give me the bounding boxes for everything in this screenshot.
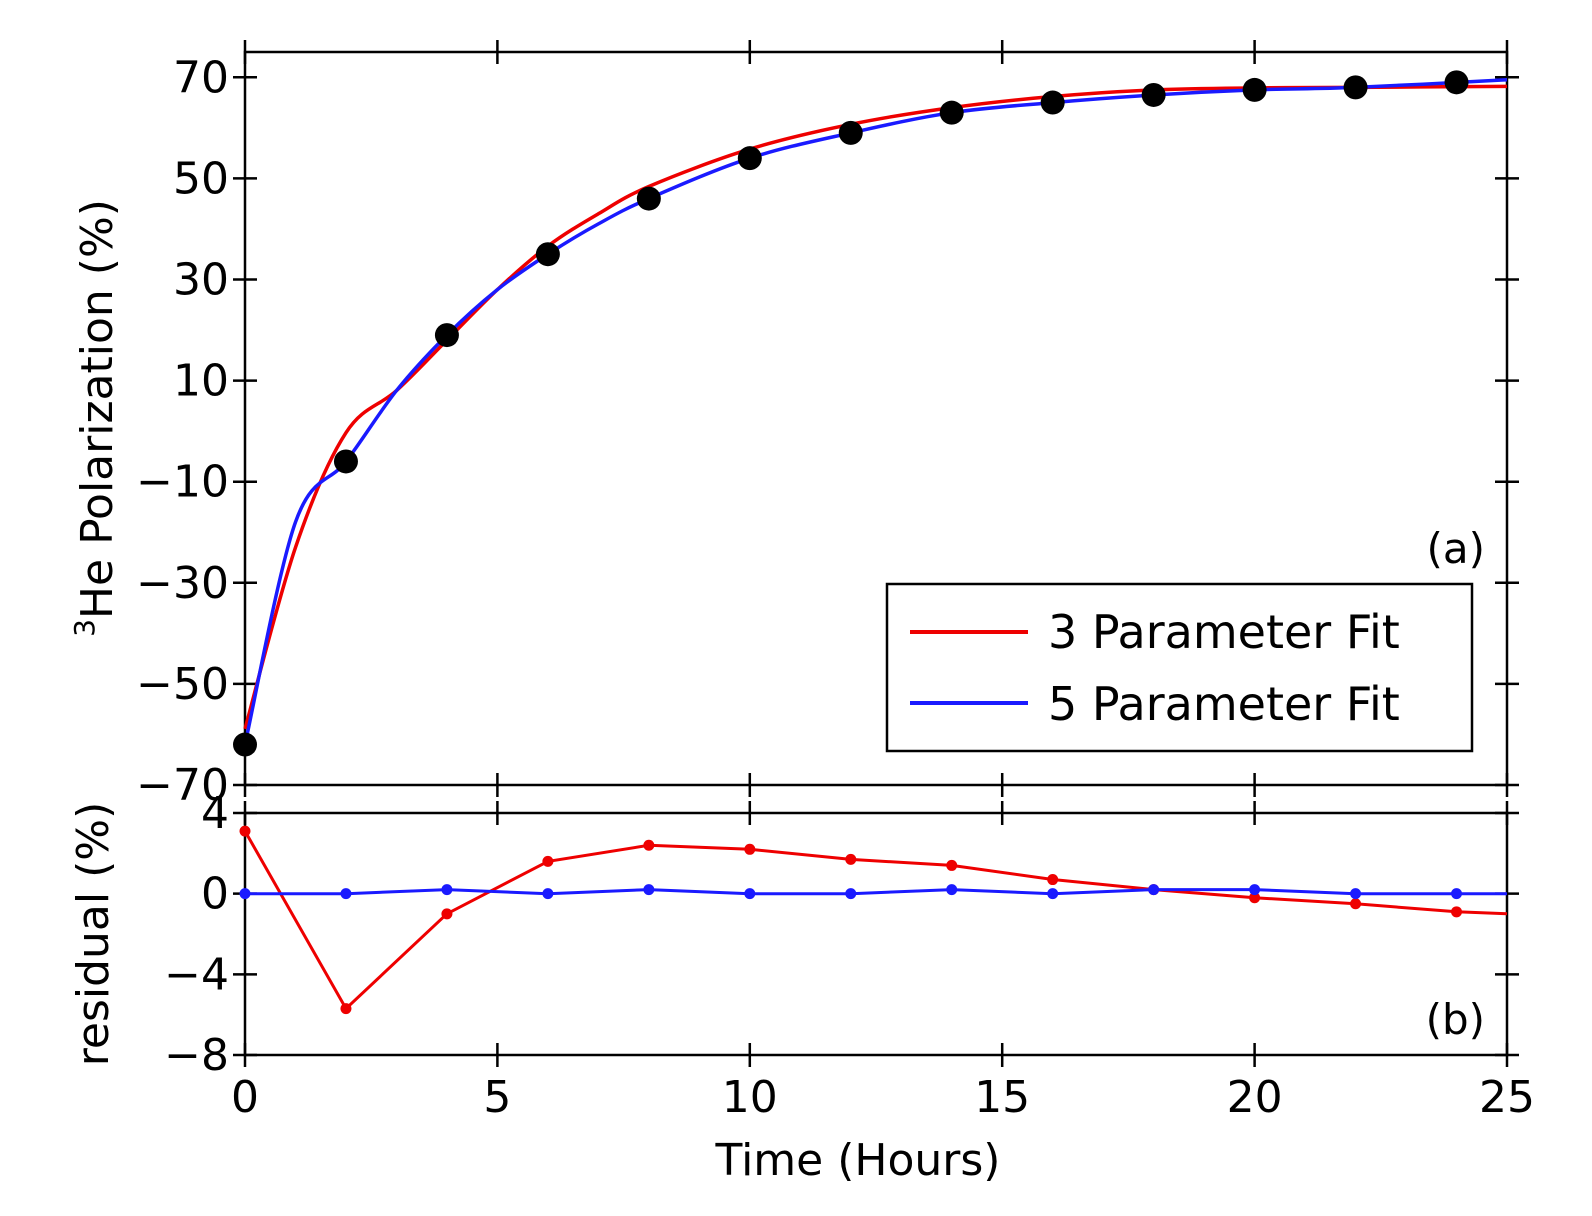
data-point [1444, 70, 1469, 95]
residual-marker [1047, 888, 1059, 900]
y-tick-label: −10 [136, 457, 229, 508]
residual-marker [542, 855, 554, 867]
y-tick-label: −8 [164, 1030, 229, 1081]
y-tick-label: −30 [136, 558, 229, 609]
residual-marker [1148, 884, 1160, 896]
panel-a-series [243, 78, 1508, 745]
panel-b-series [239, 825, 1508, 1015]
y-tick-label: 10 [173, 356, 229, 407]
panel-a-y-ticks: 70 50 30 10 −10 −30 −50 −70 [136, 52, 1519, 811]
y-tick-label: 0 [201, 869, 229, 920]
y-label-superscript: 3 [68, 619, 101, 637]
residual-marker [643, 884, 655, 896]
panel-b-label: (b) [1426, 995, 1485, 1044]
residual-marker [946, 884, 958, 896]
residual-line-5-parameter [245, 888, 1507, 896]
residual-marker [239, 825, 251, 837]
residual-line-3-parameter [243, 830, 1508, 1011]
panel-b-residual: 4 0 −4 −8 0 5 10 15 20 25 (b) residual (%) Time … [68, 788, 1535, 1186]
residual-marker [441, 908, 453, 920]
data-point [1343, 75, 1368, 100]
residual-marker [1451, 888, 1463, 900]
panel-b-frame [243, 811, 1509, 1057]
data-point [1141, 82, 1166, 107]
y-tick-label: −70 [136, 760, 229, 811]
fit-line-5-parameter [243, 78, 1508, 745]
y-tick-label: −50 [136, 659, 229, 710]
residual-marker [946, 859, 958, 871]
x-tick-label: 15 [974, 1072, 1030, 1123]
residual-marker [845, 853, 857, 865]
y-tick-label: 70 [173, 52, 229, 103]
legend: 3 Parameter Fit 5 Parameter Fit [885, 582, 1474, 753]
panel-a-x-ticks [243, 40, 1509, 797]
data-point [233, 732, 257, 757]
panel-a-data-points [233, 70, 1469, 757]
panel-a-polarization: 70 50 30 10 −10 −30 −50 −70 (a) 3 Parameter Fit… [68, 40, 1519, 811]
data-point [333, 449, 358, 474]
residual-marker [1350, 888, 1362, 900]
panel-b-x-ticks: 0 5 10 15 20 25 [231, 801, 1535, 1123]
panel-b-y-ticks: 4 0 −4 −8 [164, 788, 1519, 1081]
residual-marker [1350, 898, 1362, 910]
panel-a-y-axis-label: 3He Polarization (%) [68, 199, 123, 637]
panel-a-frame [243, 50, 1509, 787]
y-tick-label: 4 [201, 788, 229, 839]
residual-marker [441, 884, 453, 896]
x-tick-label: 0 [231, 1072, 259, 1123]
residual-marker [542, 888, 554, 900]
residual-marker [340, 888, 352, 900]
residual-marker [643, 839, 655, 851]
legend-box [885, 582, 1474, 753]
legend-label-5-parameter-fit: 5 Parameter Fit [1048, 677, 1400, 731]
data-point [838, 120, 863, 145]
residual-marker [744, 843, 756, 855]
x-axis-label: Time (Hours) [715, 1135, 1001, 1186]
data-point [636, 186, 661, 211]
residual-marker [1249, 892, 1261, 904]
residual-marker [1451, 906, 1463, 918]
legend-label-3-parameter-fit: 3 Parameter Fit [1048, 605, 1400, 659]
residual-marker [239, 888, 251, 900]
data-point [939, 100, 964, 125]
residual-marker [845, 888, 857, 900]
residual-marker [1047, 874, 1059, 886]
y-tick-label: 50 [173, 153, 229, 204]
data-point [1242, 77, 1267, 102]
panel-a-label: (a) [1426, 524, 1485, 573]
data-point [737, 146, 762, 171]
data-point [535, 242, 560, 267]
x-tick-label: 10 [722, 1072, 778, 1123]
data-point [434, 323, 459, 348]
x-tick-label: 25 [1479, 1072, 1535, 1123]
fit-line-3-parameter [243, 84, 1508, 730]
residual-marker [1249, 884, 1261, 896]
x-tick-label: 5 [483, 1072, 511, 1123]
x-tick-label: 20 [1227, 1072, 1283, 1123]
y-tick-label: −4 [164, 949, 229, 1000]
data-point [1040, 90, 1065, 115]
y-label-main: He Polarization (%) [72, 199, 123, 619]
residual-marker [340, 1003, 352, 1015]
residual-marker [744, 888, 756, 900]
panel-b-y-axis-label: residual (%) [68, 802, 119, 1066]
y-tick-label: 30 [173, 254, 229, 305]
